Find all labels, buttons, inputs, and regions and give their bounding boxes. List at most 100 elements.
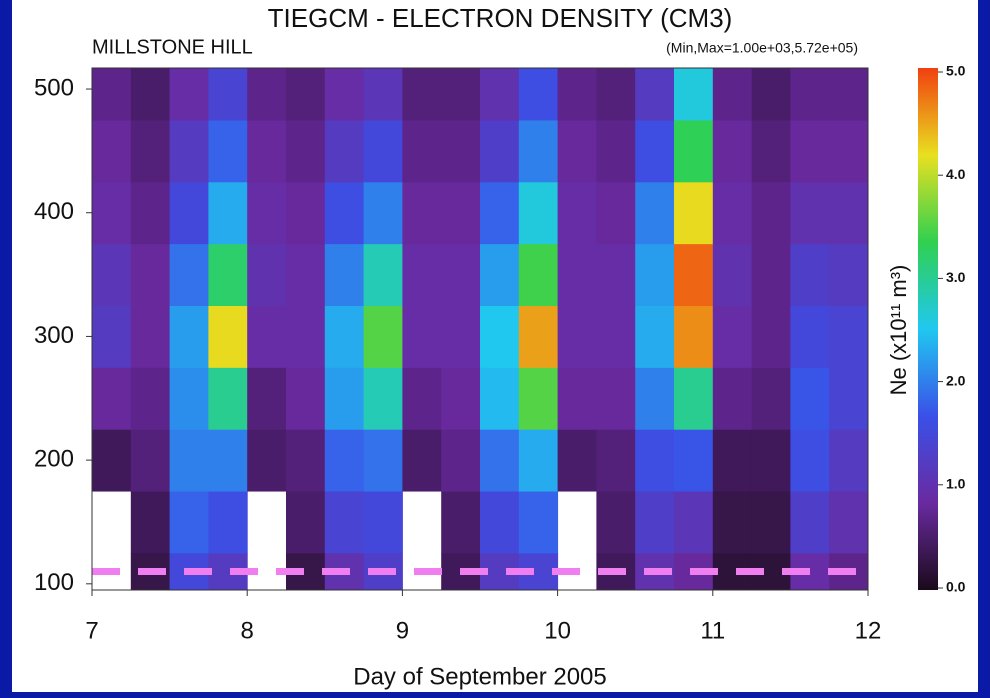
heat-cell (829, 243, 868, 306)
heat-cell (790, 491, 830, 554)
heat-cell (480, 491, 520, 554)
heat-cell (363, 305, 403, 368)
colorbar-label: Ne (x10¹¹ m³) (886, 265, 911, 396)
heat-cell (92, 243, 132, 306)
heat-cell (829, 119, 868, 183)
heat-cell (92, 181, 132, 245)
heat-cell (712, 367, 753, 430)
heat-cell (712, 181, 753, 245)
heat-cell (92, 119, 132, 183)
heat-cell (829, 491, 868, 554)
heat-cell (596, 181, 636, 245)
heat-cell (674, 119, 714, 183)
heat-cell (208, 367, 248, 430)
heat-cell (402, 68, 442, 121)
heat-cell (208, 491, 248, 554)
heat-cell (674, 68, 714, 121)
heat-cell (208, 68, 248, 121)
heat-cell (790, 243, 830, 306)
heat-cell (480, 429, 520, 492)
heat-cell (130, 181, 171, 245)
heat-cell (674, 491, 714, 554)
heat-cell (596, 243, 636, 306)
heat-cell (480, 305, 520, 368)
heat-cell (557, 367, 597, 430)
chart-title: TIEGCM - ELECTRON DENSITY (CM3) (268, 3, 733, 33)
heat-cell (518, 181, 559, 245)
heat-cell (441, 305, 481, 368)
heat-cell (596, 367, 636, 430)
y-tick-label: 500 (34, 74, 74, 101)
heat-cell (557, 243, 597, 306)
colorbar (918, 68, 938, 590)
x-tick-label: 9 (396, 617, 409, 644)
heat-cell (596, 119, 636, 183)
heat-cell (518, 243, 559, 306)
heat-cell (363, 68, 403, 121)
heat-cell (518, 119, 559, 183)
heat-cell (130, 491, 171, 554)
heat-cell (712, 243, 753, 306)
heat-cell (790, 429, 830, 492)
heat-cell (480, 181, 520, 245)
heat-cell (402, 181, 442, 245)
heat-cell (324, 68, 365, 121)
heat-cell (92, 68, 132, 121)
heat-cell (402, 305, 442, 368)
heat-cell (557, 181, 597, 245)
heat-cell (674, 429, 714, 492)
heat-cell (324, 367, 365, 430)
heat-cell (169, 243, 209, 306)
heat-cell (363, 429, 403, 492)
heat-cell (790, 181, 830, 245)
heat-cell (324, 429, 365, 492)
heat-cell (130, 429, 171, 492)
heat-cell (596, 68, 636, 121)
heat-cell (208, 243, 248, 306)
heat-cell (635, 181, 675, 245)
heat-cell (402, 367, 442, 430)
heat-cell (169, 68, 209, 121)
heat-cell (557, 305, 597, 368)
heat-cell (712, 491, 753, 554)
heat-cell (674, 367, 714, 430)
heat-cell (441, 119, 481, 183)
heat-cell (169, 305, 209, 368)
heat-cell (169, 491, 209, 554)
x-tick-label: 10 (544, 617, 571, 644)
heat-cell (441, 429, 481, 492)
heat-cell (324, 181, 365, 245)
heat-cell (402, 243, 442, 306)
heat-cell (402, 119, 442, 183)
heat-cell (247, 305, 287, 368)
plot-frame (91, 67, 869, 591)
heat-cell (480, 243, 520, 306)
heat-cell (363, 491, 403, 554)
heat-cell (324, 243, 365, 306)
heat-cell (674, 181, 714, 245)
heat-cell (635, 429, 675, 492)
heatmap (92, 68, 868, 590)
heat-cell (557, 119, 597, 183)
heat-cell (286, 305, 326, 368)
heat-cell (169, 367, 209, 430)
heat-cell (480, 119, 520, 183)
heat-cell (169, 119, 209, 183)
heat-cell (829, 367, 868, 430)
heat-cell (712, 119, 753, 183)
heat-cell (402, 429, 442, 492)
heat-cell (790, 68, 830, 121)
heat-cell (829, 305, 868, 368)
heat-cell (286, 243, 326, 306)
annotation: (Min,Max=1.00e+03,5.72e+05) (666, 40, 858, 56)
heat-cell (247, 181, 287, 245)
heat-cell (441, 491, 481, 554)
heat-cell (751, 243, 791, 306)
heat-cell (247, 367, 287, 430)
heat-cell (674, 305, 714, 368)
heat-cell (286, 429, 326, 492)
heat-cell (518, 491, 559, 554)
heat-cell (130, 243, 171, 306)
heat-cell (635, 243, 675, 306)
heat-cell (130, 305, 171, 368)
